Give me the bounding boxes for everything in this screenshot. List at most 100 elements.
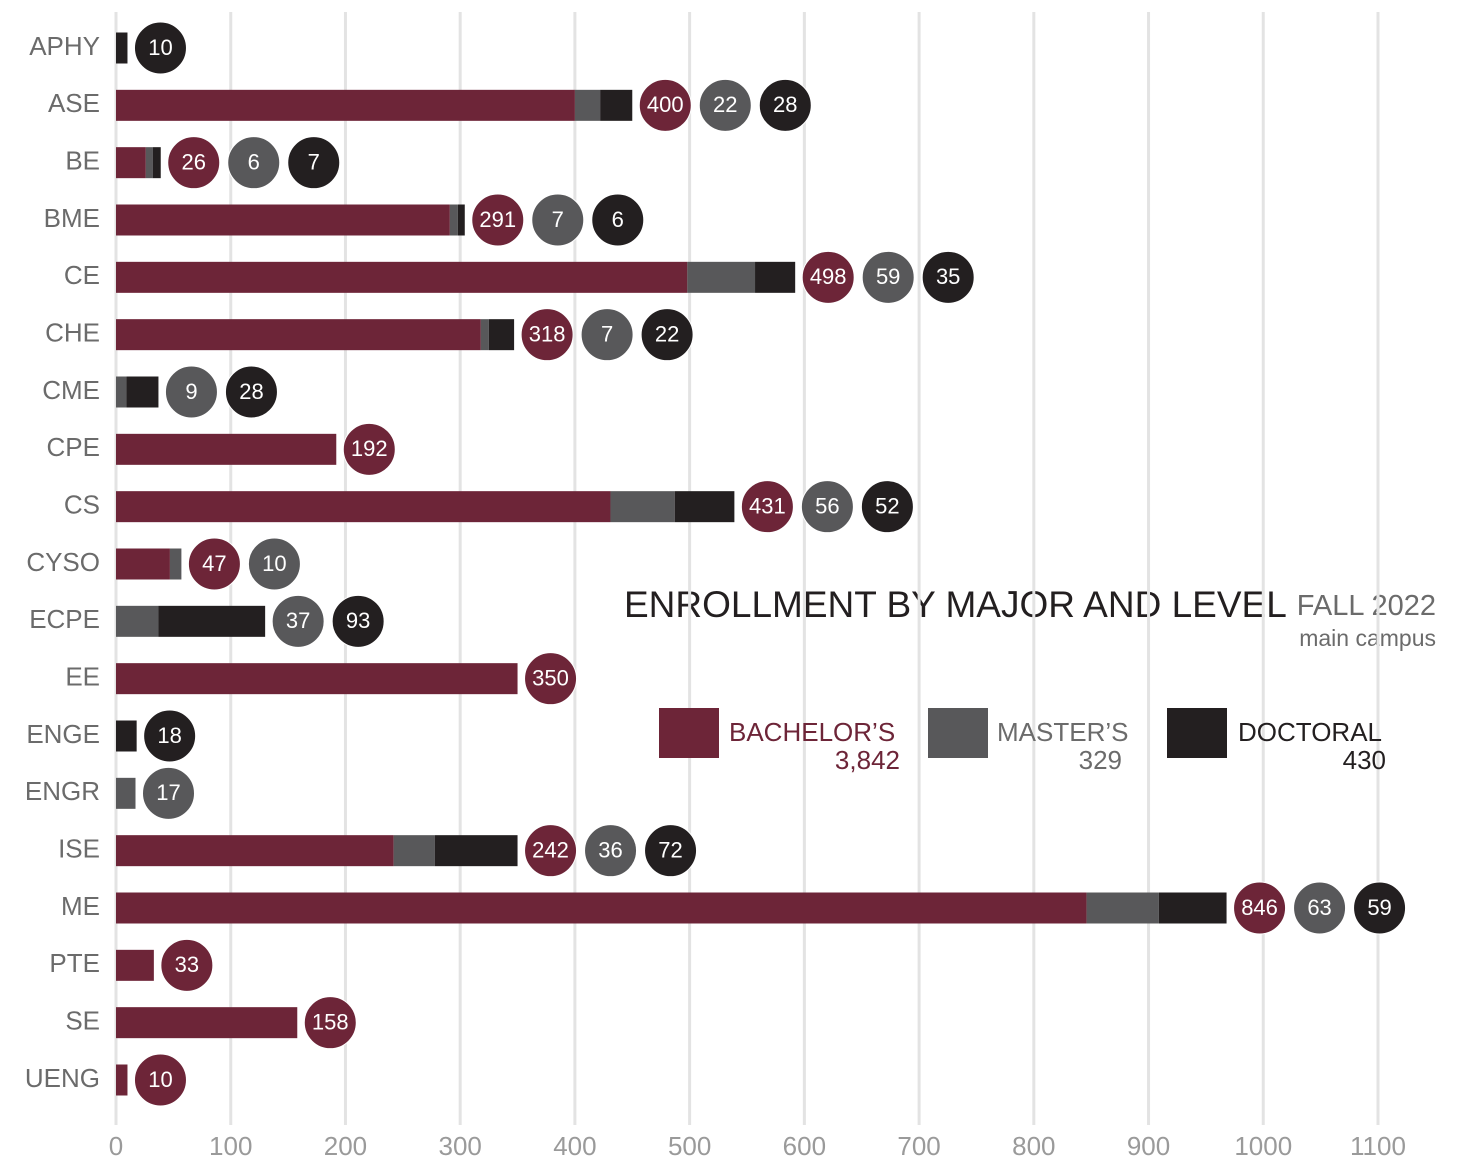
legend-total: 329 bbox=[1079, 745, 1122, 775]
x-tick-label: 900 bbox=[1127, 1131, 1170, 1161]
bar-segment bbox=[116, 89, 575, 121]
data-label-badge bbox=[758, 78, 812, 132]
data-label: 63 bbox=[1307, 895, 1331, 920]
x-tick-label: 400 bbox=[553, 1131, 596, 1161]
data-label-badge bbox=[591, 193, 645, 247]
x-tick-label: 600 bbox=[783, 1131, 826, 1161]
bar-segment bbox=[687, 261, 756, 293]
y-tick-label: EE bbox=[65, 662, 100, 692]
bar-segment bbox=[116, 491, 611, 523]
y-tick-label: ENGE bbox=[26, 719, 100, 749]
data-label: 7 bbox=[601, 321, 613, 346]
data-label-badge bbox=[160, 938, 214, 992]
data-label: 350 bbox=[532, 665, 569, 690]
data-label: 22 bbox=[713, 92, 737, 117]
y-tick-label: UENG bbox=[25, 1063, 100, 1093]
bar-segment bbox=[116, 147, 146, 179]
x-tick-label: 1000 bbox=[1234, 1131, 1292, 1161]
y-tick-label: SE bbox=[65, 1006, 100, 1036]
data-label-badge bbox=[644, 824, 698, 878]
bar-segment bbox=[116, 892, 1087, 924]
marks: 10 400 22 28 26 6 7 291 7 6 498 59 35 318 7 22 9 28 192 431… bbox=[116, 21, 1407, 1107]
x-tick-label: 0 bbox=[109, 1131, 123, 1161]
x-tick-label: 700 bbox=[897, 1131, 940, 1161]
x-tick-label: 200 bbox=[324, 1131, 367, 1161]
bar-segment bbox=[434, 835, 518, 867]
data-label-badge bbox=[740, 480, 794, 534]
bar-segment bbox=[116, 1064, 128, 1096]
y-tick-label: CS bbox=[64, 490, 100, 520]
data-label-badge bbox=[524, 652, 578, 706]
bar-segment bbox=[126, 376, 159, 408]
bar-segment bbox=[116, 204, 450, 236]
data-label: 26 bbox=[182, 149, 206, 174]
data-label: 22 bbox=[655, 321, 679, 346]
data-label-badge bbox=[1353, 881, 1407, 935]
data-label: 10 bbox=[148, 1067, 172, 1092]
data-label-badge bbox=[247, 537, 301, 591]
y-tick-label: CE bbox=[64, 260, 100, 290]
data-label: 400 bbox=[647, 92, 684, 117]
legend-label: BACHELOR’S bbox=[729, 717, 895, 747]
bar-segment bbox=[116, 720, 137, 752]
y-tick-label: BME bbox=[44, 203, 100, 233]
y-tick-label: PTE bbox=[49, 948, 100, 978]
legend-swatch bbox=[928, 708, 988, 758]
y-tick-label: CPE bbox=[47, 432, 100, 462]
data-label-badge bbox=[142, 766, 196, 820]
data-label: 33 bbox=[175, 952, 199, 977]
bar-segment bbox=[610, 491, 675, 523]
data-label-badge bbox=[164, 365, 218, 419]
bar-segment bbox=[449, 204, 458, 236]
bar-segment bbox=[116, 548, 170, 580]
data-label-badge bbox=[861, 250, 915, 304]
x-tick-label: 800 bbox=[1012, 1131, 1055, 1161]
bar-segment bbox=[116, 376, 127, 408]
y-tick-label: CME bbox=[42, 375, 100, 405]
bar-segment bbox=[116, 777, 136, 809]
data-label-badge bbox=[921, 250, 975, 304]
data-label: 318 bbox=[529, 321, 566, 346]
x-tick-label: 1100 bbox=[1350, 1131, 1406, 1161]
data-label-badge bbox=[187, 537, 241, 591]
data-label-badge bbox=[531, 193, 585, 247]
legend-label: DOCTORAL bbox=[1238, 717, 1382, 747]
data-label: 242 bbox=[532, 837, 569, 862]
bar-segment bbox=[393, 835, 435, 867]
data-label-badge bbox=[143, 709, 197, 763]
data-label: 7 bbox=[308, 149, 320, 174]
data-label-badge bbox=[580, 308, 634, 362]
data-label: 431 bbox=[749, 493, 786, 518]
data-label-badge bbox=[303, 996, 357, 1050]
data-label: 6 bbox=[612, 207, 624, 232]
data-label: 28 bbox=[773, 92, 797, 117]
data-label-badge bbox=[331, 594, 385, 648]
legend-label: MASTER’S bbox=[997, 717, 1128, 747]
legend-total: 430 bbox=[1343, 745, 1386, 775]
bar-segment bbox=[152, 147, 161, 179]
data-label-badge bbox=[224, 365, 278, 419]
bar-segment bbox=[116, 663, 518, 695]
data-label: 18 bbox=[157, 723, 181, 748]
data-label: 56 bbox=[815, 493, 839, 518]
y-tick-label: APHY bbox=[29, 31, 100, 61]
data-label-badge bbox=[287, 136, 341, 190]
y-tick-label: ENGR bbox=[25, 776, 100, 806]
bar-segment bbox=[600, 89, 633, 121]
y-tick-label: CHE bbox=[45, 318, 100, 348]
data-label: 7 bbox=[552, 207, 564, 232]
legend-swatch bbox=[1167, 708, 1227, 758]
x-tick-label: 100 bbox=[209, 1131, 252, 1161]
bar-segment bbox=[116, 319, 481, 351]
data-label-badge bbox=[584, 824, 638, 878]
data-label-badge bbox=[524, 824, 578, 878]
data-label: 35 bbox=[936, 264, 960, 289]
data-label-badge bbox=[860, 480, 914, 534]
data-label-badge bbox=[800, 480, 854, 534]
bar-segment bbox=[116, 261, 688, 293]
data-label: 498 bbox=[810, 264, 847, 289]
bar-segment bbox=[574, 89, 601, 121]
y-tick-label: CYSO bbox=[26, 547, 100, 577]
data-label: 47 bbox=[202, 551, 226, 576]
y-tick-label: ME bbox=[61, 891, 100, 921]
